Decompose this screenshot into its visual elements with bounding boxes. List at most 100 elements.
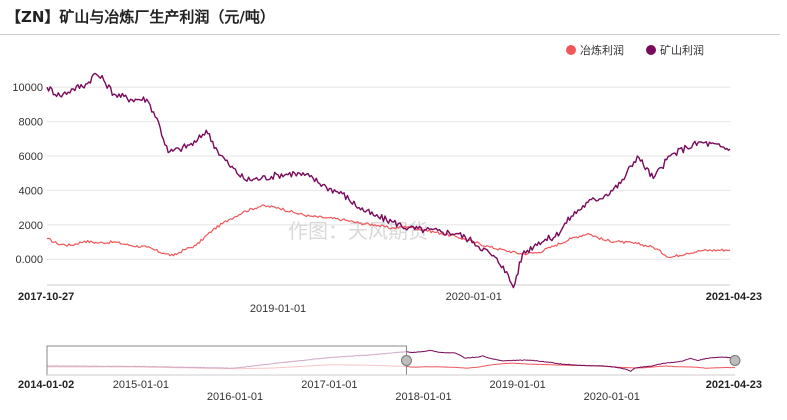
chart-title: 【ZN】矿山与冶炼厂生产利润（元/吨） [6,8,275,26]
data-point [98,242,99,243]
data-point [391,228,392,229]
data-point [95,73,96,74]
data-point [538,252,539,253]
data-point [358,222,359,223]
data-point [637,243,638,244]
data-point [620,183,621,184]
data-point [637,155,638,156]
data-point [228,164,229,165]
data-point [156,118,157,119]
data-point [261,178,262,179]
data-point [555,245,556,246]
data-point [408,228,409,229]
legend-label-2: 矿山利润 [660,43,704,57]
data-point [391,221,392,222]
data-point [653,247,654,248]
data-point [729,249,730,250]
data-point [686,147,687,148]
data-point [184,249,185,250]
data-point [571,238,572,239]
data-point [179,149,180,150]
navigator-tick-label: 2016-01-01 [207,391,263,403]
y-tick-label: 6000 [19,151,43,163]
data-point [358,207,359,208]
data-point [130,245,131,246]
y-tick-label: 10000 [12,82,43,94]
x-tick-label: 2020-01-01 [446,291,502,303]
data-point [555,236,556,237]
data-point [326,186,327,187]
title-divider [0,34,780,35]
y-tick-label: 4000 [19,185,43,197]
data-point [228,219,229,220]
data-point [163,253,164,254]
navigator-end-label: 2021-04-23 [706,379,762,391]
data-point [473,241,474,242]
data-point [669,257,670,258]
data-point [195,245,196,246]
x-range-start-label: 2017-10-27 [18,291,74,303]
data-point [57,243,58,244]
navigator-handle-left[interactable] [400,355,412,366]
data-point [686,253,687,254]
legend-marker-2[interactable] [646,45,656,55]
data-point [522,253,523,254]
data-point [73,88,74,89]
navigator-start-label: 2014-01-02 [18,379,74,391]
data-point [309,216,310,217]
data-point [59,95,60,96]
data-point [620,241,621,242]
data-point [440,231,441,232]
data-point [669,155,670,156]
data-point [168,152,169,153]
data-point [84,241,85,242]
navigator-mask[interactable] [46,345,407,376]
data-point [87,83,88,84]
series-line-2 [46,72,731,289]
data-point [294,173,295,174]
data-point [113,93,114,94]
data-point [130,99,131,100]
x-range-end-label: 2021-04-23 [706,291,762,303]
data-point [729,149,730,150]
data-point [505,250,506,251]
navigator-tick-label: 2018-01-01 [395,391,451,403]
data-point [206,130,207,131]
data-point [245,210,246,211]
x-tick-label: 2019-01-01 [250,303,306,315]
y-tick-label: 0.000 [15,254,43,266]
data-point [277,207,278,208]
navigator-handle-right[interactable] [729,355,741,366]
y-tick-label: 8000 [19,117,43,129]
data-point [571,216,572,217]
data-point [490,253,491,254]
data-point [374,224,375,225]
data-point [440,233,441,234]
data-point [457,233,458,234]
data-point [70,245,71,246]
data-point [103,80,104,81]
data-point [46,87,47,88]
data-point [294,212,295,213]
legend-marker-1[interactable] [566,45,576,55]
data-point [245,179,246,180]
data-point [46,238,47,239]
legend-label-1: 冶炼利润 [580,43,624,57]
navigator-tick-label: 2019-01-01 [489,379,545,391]
navigator-tick-label: 2015-01-01 [113,379,169,391]
data-point [701,142,702,143]
data-point [513,287,514,288]
data-point [587,233,588,234]
data-point [113,241,114,242]
series-line-1 [46,204,731,259]
data-point [604,240,605,241]
data-point [309,176,310,177]
navigator-tick-label: 2020-01-01 [584,391,640,403]
data-point [538,241,539,242]
data-point [146,99,147,100]
data-point [503,265,504,266]
data-point [195,142,196,143]
data-point [217,150,218,151]
data-point [587,202,588,203]
